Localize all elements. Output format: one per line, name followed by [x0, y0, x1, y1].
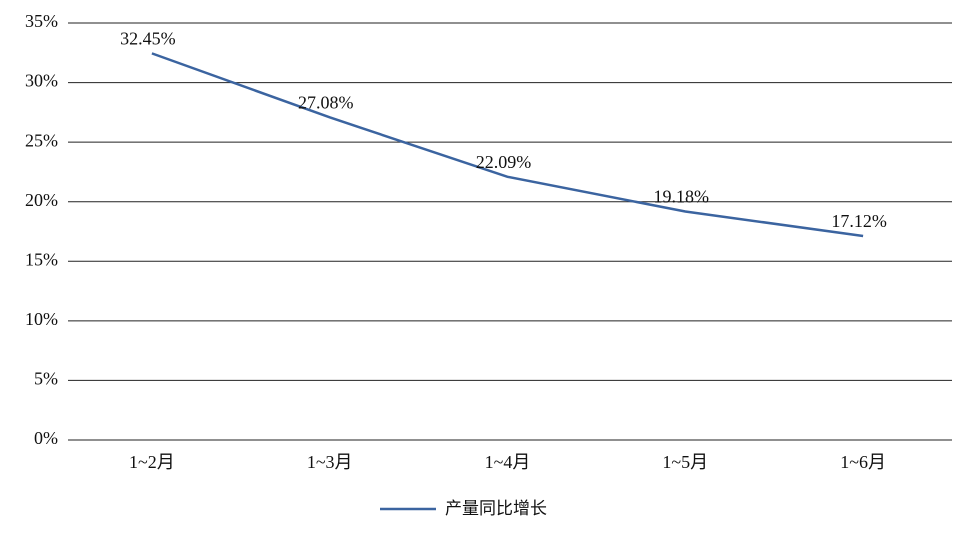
- y-tick-label: 25%: [25, 130, 58, 150]
- data-line: [151, 52, 864, 238]
- x-tick-label: 1~5月: [662, 452, 708, 472]
- data-label: 22.09%: [476, 152, 532, 172]
- x-tick-label: 1~3月: [307, 452, 353, 472]
- x-tick-label: 1~2月: [129, 452, 175, 472]
- x-tick-label: 1~6月: [840, 452, 886, 472]
- data-label: 19.18%: [654, 187, 710, 207]
- y-tick-label: 20%: [25, 190, 58, 210]
- data-label: 27.08%: [298, 92, 354, 112]
- data-label: 17.12%: [831, 211, 887, 231]
- data-label: 32.45%: [120, 29, 176, 49]
- y-tick-label: 30%: [25, 71, 58, 91]
- y-tick-label: 10%: [25, 309, 58, 329]
- y-tick-label: 0%: [34, 428, 58, 448]
- y-tick-label: 5%: [34, 369, 58, 389]
- legend-label: 产量同比增长: [445, 499, 547, 519]
- y-tick-label: 35%: [25, 11, 58, 31]
- x-tick-label: 1~4月: [485, 452, 531, 472]
- y-tick-label: 15%: [25, 249, 58, 269]
